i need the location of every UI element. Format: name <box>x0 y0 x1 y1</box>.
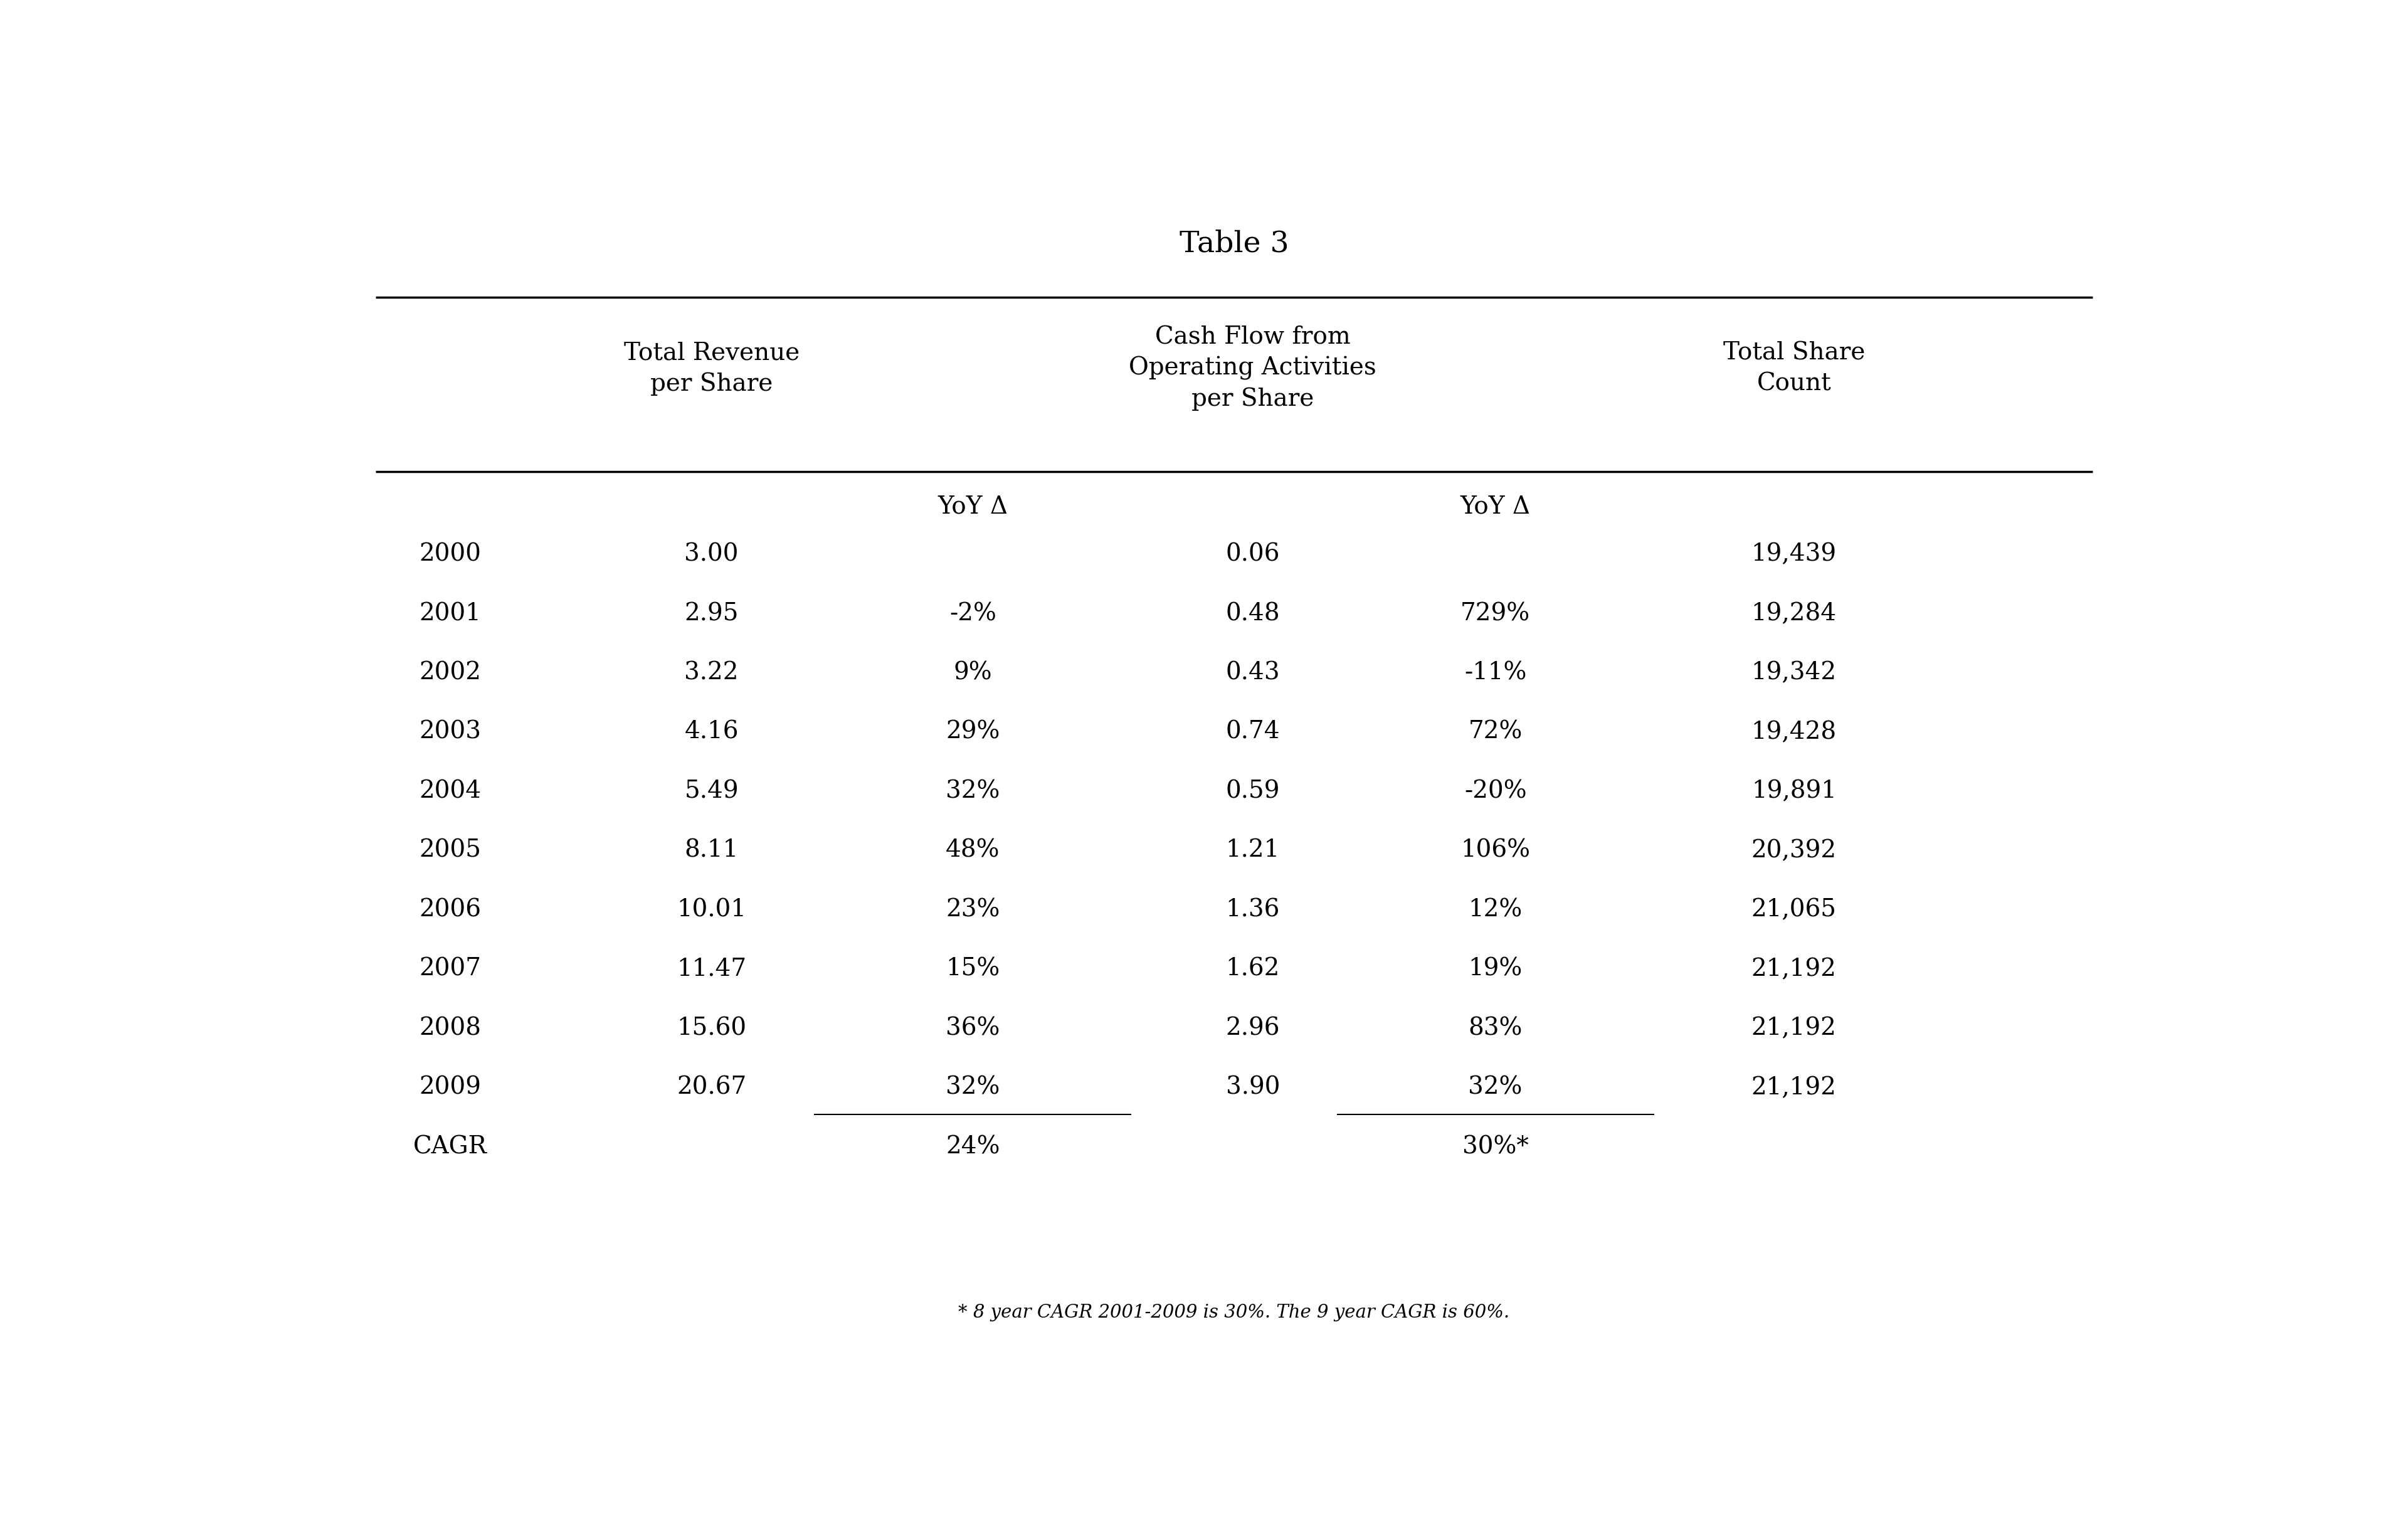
Text: 1.36: 1.36 <box>1226 899 1279 922</box>
Text: 1.62: 1.62 <box>1226 957 1279 980</box>
Text: 2002: 2002 <box>419 662 482 685</box>
Text: 72%: 72% <box>1469 720 1522 743</box>
Text: 20.67: 20.67 <box>677 1076 746 1099</box>
Text: -20%: -20% <box>1464 780 1527 803</box>
Text: Table 3: Table 3 <box>1180 229 1288 259</box>
Text: 2000: 2000 <box>419 543 482 566</box>
Text: 20,392: 20,392 <box>1751 839 1837 862</box>
Text: 2006: 2006 <box>419 899 482 922</box>
Text: 83%: 83% <box>1469 1017 1522 1040</box>
Text: 21,192: 21,192 <box>1751 1017 1837 1040</box>
Text: 0.06: 0.06 <box>1226 543 1281 566</box>
Text: 19,342: 19,342 <box>1751 662 1837 685</box>
Text: -2%: -2% <box>949 602 997 625</box>
Text: 19,891: 19,891 <box>1751 780 1837 803</box>
Text: 2001: 2001 <box>419 602 482 625</box>
Text: -11%: -11% <box>1464 662 1527 685</box>
Text: 0.59: 0.59 <box>1226 780 1281 803</box>
Text: 48%: 48% <box>946 839 999 862</box>
Text: 2009: 2009 <box>419 1076 482 1099</box>
Text: CAGR: CAGR <box>414 1136 486 1159</box>
Text: 2008: 2008 <box>419 1017 482 1040</box>
Text: 21,192: 21,192 <box>1751 1076 1837 1099</box>
Text: 2005: 2005 <box>419 839 482 862</box>
Text: 29%: 29% <box>946 720 999 743</box>
Text: 19,428: 19,428 <box>1751 720 1837 743</box>
Text: 8.11: 8.11 <box>684 839 739 862</box>
Text: 2.95: 2.95 <box>684 602 739 625</box>
Text: 12%: 12% <box>1469 899 1522 922</box>
Text: 15.60: 15.60 <box>677 1017 746 1040</box>
Text: 2003: 2003 <box>419 720 482 743</box>
Text: 19,284: 19,284 <box>1751 602 1837 625</box>
Text: 2007: 2007 <box>419 957 482 980</box>
Text: YoY Δ: YoY Δ <box>1459 496 1531 519</box>
Text: 11.47: 11.47 <box>677 957 746 980</box>
Text: 32%: 32% <box>946 1076 999 1099</box>
Text: 0.43: 0.43 <box>1226 662 1281 685</box>
Text: 10.01: 10.01 <box>677 899 746 922</box>
Text: Total Share
Count: Total Share Count <box>1724 342 1864 396</box>
Text: 36%: 36% <box>946 1017 999 1040</box>
Text: YoY Δ: YoY Δ <box>937 496 1009 519</box>
Text: 3.90: 3.90 <box>1226 1076 1281 1099</box>
Text: Total Revenue
per Share: Total Revenue per Share <box>624 342 799 396</box>
Text: 2004: 2004 <box>419 780 482 803</box>
Text: Cash Flow from
Operating Activities
per Share: Cash Flow from Operating Activities per … <box>1129 326 1377 411</box>
Text: 21,065: 21,065 <box>1751 899 1837 922</box>
Text: 5.49: 5.49 <box>684 780 739 803</box>
Text: 3.22: 3.22 <box>684 662 739 685</box>
Text: 30%*: 30%* <box>1462 1136 1529 1159</box>
Text: 1.21: 1.21 <box>1226 839 1279 862</box>
Text: 2.96: 2.96 <box>1226 1017 1281 1040</box>
Text: 19,439: 19,439 <box>1751 543 1837 566</box>
Text: 23%: 23% <box>946 899 999 922</box>
Text: 19%: 19% <box>1469 957 1522 980</box>
Text: 106%: 106% <box>1462 839 1529 862</box>
Text: 32%: 32% <box>946 780 999 803</box>
Text: 729%: 729% <box>1462 602 1529 625</box>
Text: 0.48: 0.48 <box>1226 602 1281 625</box>
Text: * 8 year CAGR 2001-2009 is 30%. The 9 year CAGR is 60%.: * 8 year CAGR 2001-2009 is 30%. The 9 ye… <box>958 1304 1510 1322</box>
Text: 15%: 15% <box>946 957 999 980</box>
Text: 9%: 9% <box>954 662 992 685</box>
Text: 21,192: 21,192 <box>1751 957 1837 980</box>
Text: 3.00: 3.00 <box>684 543 739 566</box>
Text: 4.16: 4.16 <box>684 720 739 743</box>
Text: 24%: 24% <box>946 1136 999 1159</box>
Text: 0.74: 0.74 <box>1226 720 1281 743</box>
Text: 32%: 32% <box>1469 1076 1522 1099</box>
